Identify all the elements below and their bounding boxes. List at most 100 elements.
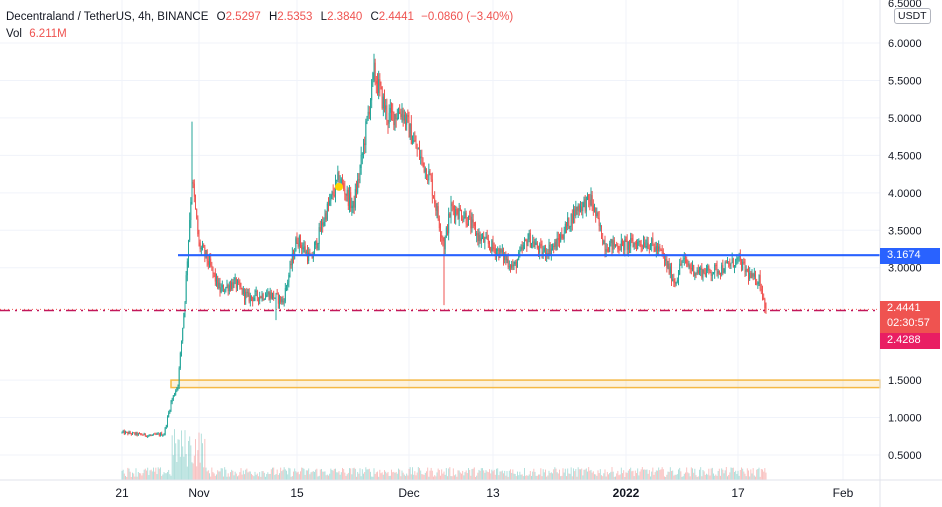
candle-body <box>154 433 156 435</box>
candle-body <box>573 209 574 224</box>
volume-bar <box>202 443 203 480</box>
candle-body <box>589 199 591 205</box>
candle-body <box>139 433 140 435</box>
candle-body <box>155 433 157 435</box>
candle-body <box>709 269 711 273</box>
volume-bar <box>398 468 399 480</box>
volume-bar <box>527 475 529 480</box>
volume-bar <box>643 469 644 480</box>
candle-body <box>493 247 495 249</box>
volume-bar <box>448 468 450 480</box>
candle-body <box>246 291 248 294</box>
volume-bar <box>426 471 427 480</box>
volume-bar <box>760 469 762 480</box>
candle-body <box>624 239 626 251</box>
candle-body <box>289 263 291 276</box>
volume-bar <box>317 476 319 480</box>
candle-body <box>690 267 692 270</box>
volume-bar <box>476 475 478 480</box>
candle-body <box>240 286 242 288</box>
candle-body <box>720 273 721 275</box>
volume-bar <box>423 474 425 480</box>
candle-body <box>603 240 605 245</box>
symbol-title[interactable]: Decentraland / TetherUS, 4h, BINANCE <box>6 11 209 23</box>
candle-body <box>689 265 691 268</box>
candle-body <box>538 248 539 253</box>
candle-body <box>471 219 473 229</box>
candle-body <box>703 269 705 273</box>
candle-body <box>330 194 332 201</box>
candle-body <box>545 247 546 256</box>
volume-bar <box>342 467 343 480</box>
currency-badge[interactable]: USDT <box>894 8 931 24</box>
legend-volume-row: Vol 6.211M <box>6 26 513 43</box>
candle-body <box>263 299 265 301</box>
candle-body <box>557 238 559 241</box>
volume-bar <box>146 470 147 480</box>
candle-body <box>702 269 704 278</box>
volume-bar <box>245 469 247 480</box>
candle-body <box>395 114 397 120</box>
volume-bar <box>272 467 273 480</box>
candle-body <box>457 214 459 219</box>
candle-body <box>592 205 594 211</box>
candle-body <box>563 233 565 239</box>
price-axis[interactable]: 6.0000 5.5000 5.0000 4.5000 4.0000 3.5000 3.00… <box>888 0 922 462</box>
candle-body <box>402 110 404 121</box>
candle-body <box>626 240 628 250</box>
candle-body <box>268 291 270 300</box>
volume-bar <box>254 471 256 480</box>
candle-body <box>394 114 396 126</box>
volume-bar <box>567 468 569 480</box>
candle-body <box>149 435 151 437</box>
volume-bar <box>196 466 198 480</box>
volume-bar <box>450 476 452 480</box>
candle-body <box>483 235 485 243</box>
volume-value: 6.211M <box>29 28 67 40</box>
candle-body <box>590 195 592 205</box>
chart-legend: Decentraland / TetherUS, 4h, BINANCE O2.… <box>6 9 513 43</box>
volume-bar <box>125 475 126 480</box>
volume-bar <box>270 469 272 480</box>
volume-bar <box>680 471 682 480</box>
candle-body <box>304 246 306 254</box>
volume-bar <box>361 469 363 480</box>
volume-bar <box>364 471 366 480</box>
volume-bar <box>216 474 217 480</box>
volume-bar <box>193 455 195 480</box>
candle-body <box>706 270 707 276</box>
candle-body <box>605 249 607 252</box>
volume-bar <box>697 476 699 480</box>
candle-body <box>664 255 665 261</box>
volume-bar <box>721 468 723 480</box>
candle-body <box>357 179 359 193</box>
volume-bar <box>444 474 446 480</box>
volume-bar <box>571 476 573 480</box>
candle-body <box>641 245 643 247</box>
volume-bar <box>318 475 320 480</box>
candle-body <box>731 258 733 263</box>
volume-bar <box>385 471 387 480</box>
candle-body <box>491 240 493 252</box>
candle-body <box>486 236 488 240</box>
candle-body <box>578 205 580 212</box>
candle-body <box>561 234 563 239</box>
volume-bar <box>632 470 634 480</box>
candle-body <box>275 293 277 298</box>
volume-label[interactable]: Vol <box>6 28 22 40</box>
volume-bar <box>259 472 261 480</box>
volume-bar <box>555 468 557 480</box>
candle-body <box>456 209 458 215</box>
volume-bar <box>303 468 305 480</box>
candle-body <box>581 206 583 212</box>
time-axis[interactable]: 21 Nov 15 Dec 13 2022 17 Feb <box>115 486 853 500</box>
candle-body <box>736 258 738 260</box>
candle-body <box>699 270 700 274</box>
volume-bar <box>569 473 571 480</box>
volume-bar <box>633 476 635 480</box>
candle-body <box>420 156 422 159</box>
volume-bar <box>496 468 497 480</box>
volume-bar <box>587 471 588 480</box>
time-tick-label: 2022 <box>613 486 640 500</box>
